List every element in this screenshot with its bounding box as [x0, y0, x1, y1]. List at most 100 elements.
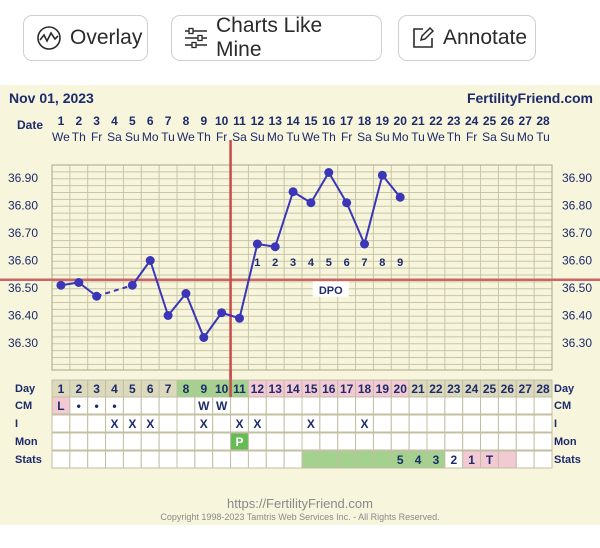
- date-number: 16: [322, 114, 336, 128]
- day-cell-value: 20: [394, 382, 408, 396]
- i-cell-value: X: [235, 417, 243, 431]
- stats-cell: [319, 450, 339, 469]
- cm-row-label-left: CM: [15, 400, 32, 412]
- weekday-label: We: [302, 130, 320, 144]
- day-cell-value: 18: [358, 382, 372, 396]
- i-cell-value: X: [146, 417, 154, 431]
- date-number: 20: [394, 114, 408, 128]
- series-segment: [345, 202, 366, 245]
- i-cell: [51, 414, 71, 433]
- overlay-button[interactable]: Overlay: [23, 15, 148, 61]
- cm-cell: [444, 396, 464, 415]
- charts-like-mine-label: Charts Like Mine: [216, 14, 323, 61]
- i-cell-value: X: [253, 417, 261, 431]
- plot-border: [51, 164, 553, 371]
- date-number: 2: [75, 114, 82, 128]
- day-cell-value: 4: [111, 382, 118, 396]
- y-tick-label-right: 36.70: [562, 226, 592, 240]
- date-number: 27: [519, 114, 533, 128]
- weekday-label: Su: [250, 130, 265, 144]
- i-cell-value: X: [110, 417, 118, 431]
- day-row-label-right: Day: [554, 383, 575, 395]
- mon-cell: [426, 432, 446, 451]
- y-tick-label-left: 36.70: [8, 226, 38, 240]
- stats-cell: [158, 450, 178, 469]
- weekday-label: Mo: [267, 130, 284, 144]
- i-cell: [158, 414, 178, 433]
- i-cell: [408, 414, 428, 433]
- stats-cell: [247, 450, 267, 469]
- weekday-label: Tu: [161, 130, 175, 144]
- temperature-point: [324, 168, 334, 177]
- y-tick-label-left: 36.80: [8, 199, 38, 213]
- y-tick-label-right: 36.80: [562, 199, 592, 213]
- dpo-number: 3: [290, 257, 296, 269]
- mon-cell: [462, 432, 482, 451]
- series-segment-dashed: [96, 284, 133, 298]
- dpo-number: 8: [379, 257, 385, 269]
- weekday-label: Su: [375, 130, 390, 144]
- weekday-label: Sa: [107, 130, 122, 144]
- temperature-point: [74, 278, 84, 287]
- i-cell-value: X: [360, 417, 368, 431]
- date-number: 11: [233, 114, 246, 128]
- i-cell: [87, 414, 107, 433]
- mon-cell: [301, 432, 321, 451]
- sliders-icon: [185, 27, 207, 49]
- weekday-label: Mo: [142, 130, 159, 144]
- weekday-label: Mo: [392, 130, 409, 144]
- weekday-label: Sa: [232, 130, 247, 144]
- footer-url[interactable]: https://FertilityFriend.com: [227, 496, 373, 511]
- date-number: 4: [111, 114, 118, 128]
- date-number: 14: [286, 114, 300, 128]
- dpo-label: DPO: [319, 285, 343, 297]
- cm-cell: [319, 396, 339, 415]
- i-cell: [372, 414, 392, 433]
- dpo-number: 5: [326, 257, 332, 269]
- cm-cell: [390, 396, 410, 415]
- day-cell-value: 5: [129, 382, 136, 396]
- mon-cell: [87, 432, 107, 451]
- temperature-point: [145, 256, 155, 265]
- temperature-point: [270, 242, 280, 252]
- day-cell-value: 14: [286, 382, 300, 396]
- mon-cell: [319, 432, 339, 451]
- i-cell: [337, 414, 357, 433]
- mon-cell: [212, 432, 232, 451]
- charts-like-mine-button[interactable]: Charts Like Mine: [171, 14, 382, 61]
- stats-cell-value: 5: [397, 453, 404, 467]
- stats-row-label-left: Stats: [15, 454, 42, 466]
- weekday-label: Th: [322, 130, 336, 144]
- mon-cell: [247, 432, 267, 451]
- i-cell: [480, 414, 499, 433]
- annotate-button[interactable]: Annotate: [398, 15, 536, 61]
- dpo-number: 2: [272, 257, 278, 269]
- annotate-label: Annotate: [443, 26, 528, 49]
- mon-cell: [533, 432, 553, 451]
- y-tick-label-left: 36.60: [8, 254, 38, 268]
- stats-cell: [355, 450, 374, 469]
- stats-row-label-right: Stats: [554, 454, 581, 466]
- i-cell-value: X: [128, 417, 136, 431]
- day-cell-value: 19: [376, 382, 390, 396]
- temperature-point: [199, 333, 209, 342]
- cm-cell: [462, 396, 482, 415]
- i-cell: [533, 414, 553, 433]
- mon-cell: [355, 432, 374, 451]
- cm-cell: [265, 396, 285, 415]
- i-cell: [444, 414, 464, 433]
- weekday-label: Su: [500, 130, 515, 144]
- date-number: 24: [465, 114, 479, 128]
- mon-cell: [372, 432, 392, 451]
- y-tick-label-right: 36.30: [562, 336, 592, 350]
- cm-cell-value: W: [198, 399, 210, 413]
- temperature-point: [92, 291, 102, 301]
- date-number: 3: [93, 114, 100, 128]
- day-cell-value: 3: [93, 382, 100, 396]
- mon-row-label-left: Mon: [15, 436, 38, 448]
- temperature-point: [359, 239, 369, 249]
- weekday-label: Tu: [411, 130, 425, 144]
- day-cell-value: 6: [147, 382, 154, 396]
- date-number: 18: [358, 114, 372, 128]
- stats-cell: [515, 450, 535, 469]
